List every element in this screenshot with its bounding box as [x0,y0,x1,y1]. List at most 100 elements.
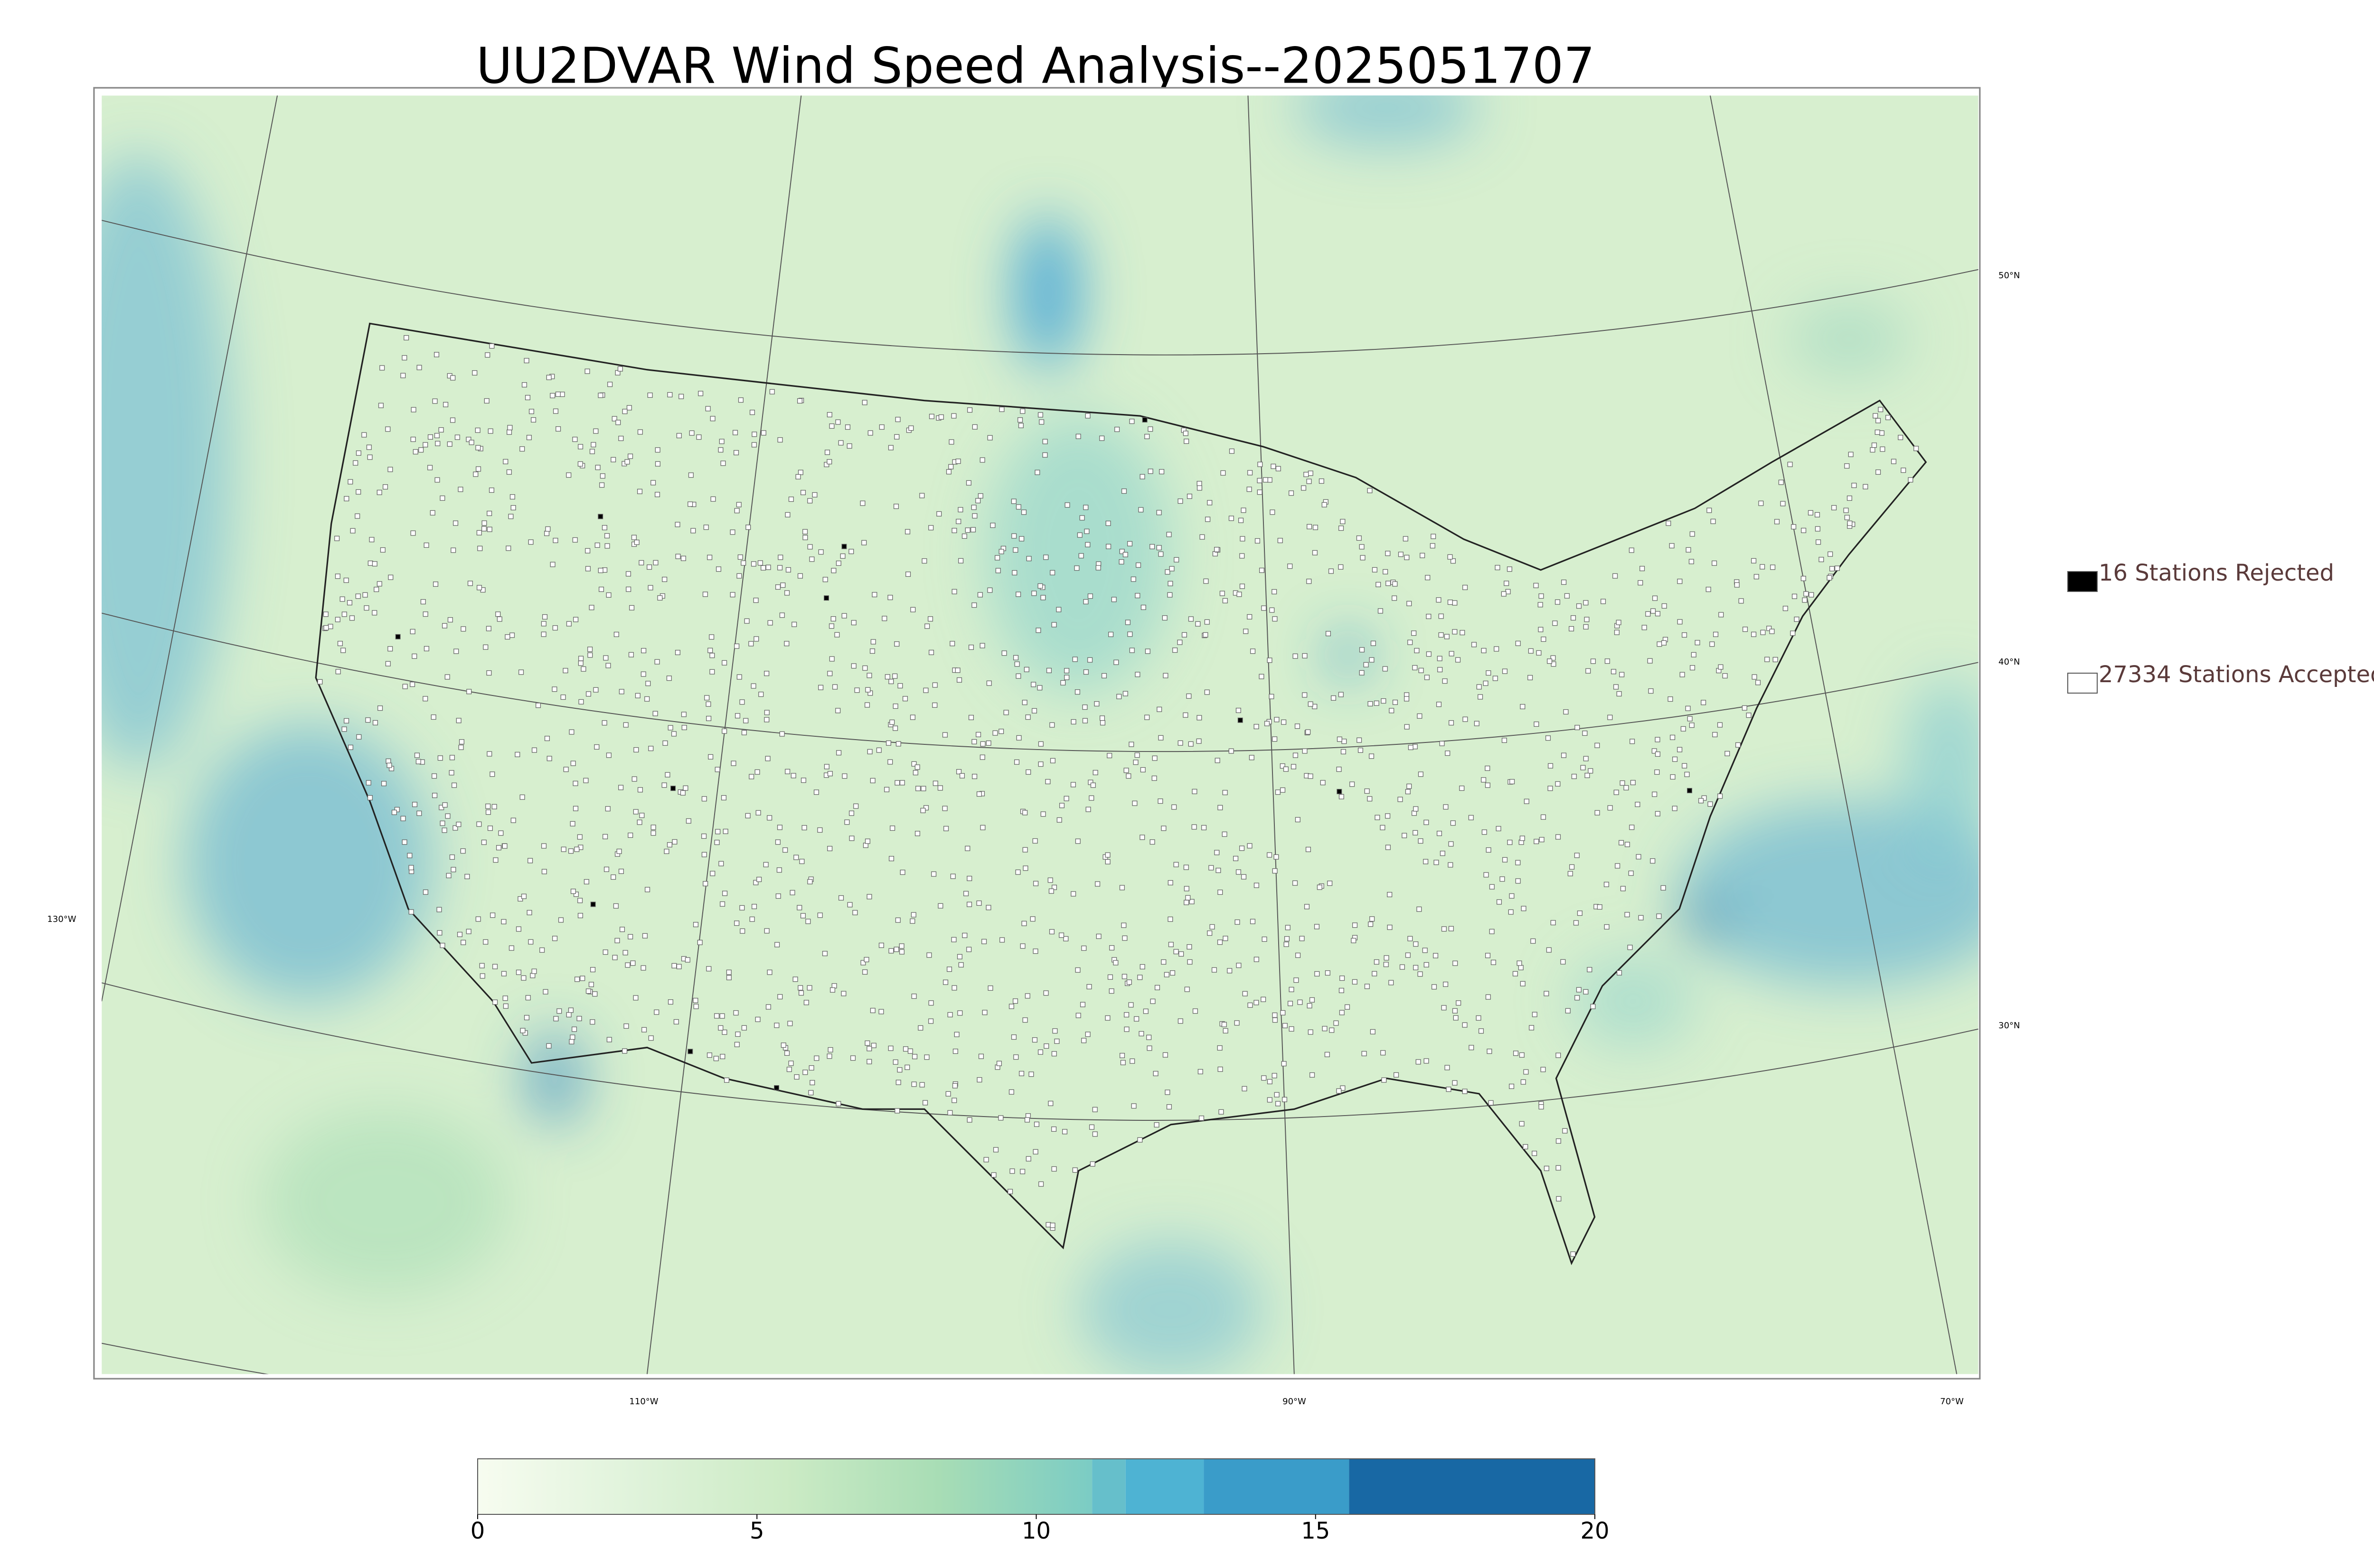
station [878,942,884,948]
station [1550,920,1556,926]
station [764,928,770,934]
station [453,520,459,526]
station [665,772,670,778]
station [1078,553,1084,559]
station [633,809,639,815]
station [890,826,895,831]
station [668,999,673,1005]
station [1843,507,1849,513]
station [556,1008,562,1014]
station [1129,419,1135,424]
station [510,505,516,511]
station [1130,1058,1135,1064]
station [1158,798,1163,804]
station [1159,469,1165,475]
station [445,813,451,819]
colorbar-segment [1125,1459,1204,1514]
station [1240,536,1245,542]
station [377,581,382,587]
station [951,528,957,534]
station [1629,825,1635,830]
station [919,1082,925,1088]
station [343,577,349,583]
station [734,508,740,514]
station [1048,888,1054,894]
station [1672,806,1677,811]
station [633,747,639,753]
station [1359,670,1365,676]
station [1913,446,1919,451]
station [1048,1100,1054,1106]
station [937,785,943,791]
station [380,547,386,553]
station [1402,833,1407,838]
station [835,708,841,714]
station [965,845,970,851]
station [477,545,483,551]
station [913,770,918,776]
station [726,969,732,975]
station [756,876,762,883]
station [605,806,611,812]
station [1469,1045,1474,1051]
station [936,511,942,516]
station [1623,785,1629,790]
station [1654,769,1660,775]
station [1264,721,1270,726]
station [348,744,353,750]
station [473,471,479,477]
station [971,739,977,744]
colorbar-tick-label: 5 [750,1518,764,1544]
station [824,764,829,770]
station [814,1055,820,1061]
station [613,903,619,909]
station [1337,736,1342,742]
station [1046,1222,1051,1228]
station [1293,977,1299,983]
station [980,754,985,760]
station [1758,500,1764,506]
station [775,839,781,845]
station [1369,753,1375,759]
station [570,889,576,894]
station [988,985,993,991]
station [1013,547,1018,553]
station [1524,798,1529,804]
station [449,770,454,776]
station [568,1007,574,1013]
station [491,804,497,809]
station [1274,717,1280,723]
station [634,539,640,545]
station [466,689,472,695]
station [1682,763,1687,769]
station [350,528,356,534]
station [378,403,384,408]
station [1237,717,1243,723]
station [1340,1085,1346,1091]
station [1456,1000,1461,1006]
station [1320,780,1326,786]
station [404,335,409,341]
station [413,449,418,455]
station [625,571,631,577]
station [402,684,408,689]
station [920,807,926,813]
station [477,585,482,591]
station [842,773,848,779]
station [767,969,772,975]
station [1151,775,1157,781]
station [870,1008,876,1014]
station [1238,517,1244,523]
station [897,1067,903,1073]
station [797,573,803,579]
station [918,1025,923,1031]
wind-blob [185,724,432,1002]
station [745,525,751,530]
station [1686,788,1693,793]
station [416,365,422,370]
station [1308,1029,1313,1035]
station [1583,989,1589,995]
station [838,440,844,446]
station [703,525,709,530]
station [1713,631,1719,637]
